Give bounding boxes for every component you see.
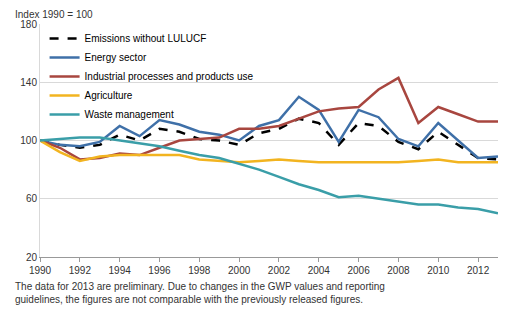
svg-text:The data for 2013 are prelimin: The data for 2013 are preliminary. Due t…	[15, 281, 385, 305]
svg-text:1996: 1996	[148, 265, 171, 276]
svg-text:180: 180	[20, 19, 37, 30]
svg-text:1992: 1992	[69, 265, 92, 276]
svg-text:1994: 1994	[109, 265, 132, 276]
svg-text:140: 140	[20, 77, 37, 88]
svg-text:2004: 2004	[308, 265, 331, 276]
svg-text:20: 20	[26, 252, 38, 263]
svg-text:2010: 2010	[427, 265, 450, 276]
svg-text:Industrial processes and produ: Industrial processes and products use	[85, 71, 254, 82]
svg-text:Index 1990 = 100: Index 1990 = 100	[15, 9, 93, 20]
svg-text:100: 100	[20, 135, 37, 146]
svg-text:60: 60	[26, 193, 38, 204]
svg-text:Emissions without LULUCF: Emissions without LULUCF	[85, 33, 207, 44]
svg-text:2002: 2002	[268, 265, 291, 276]
svg-text:Waste management: Waste management	[85, 109, 174, 120]
svg-text:2008: 2008	[387, 265, 410, 276]
svg-text:2000: 2000	[228, 265, 251, 276]
svg-text:2012: 2012	[467, 265, 490, 276]
svg-text:Agriculture: Agriculture	[85, 90, 133, 101]
svg-text:Energy sector: Energy sector	[85, 52, 147, 63]
svg-text:2006: 2006	[347, 265, 370, 276]
svg-text:1998: 1998	[188, 265, 211, 276]
svg-text:1990: 1990	[29, 265, 52, 276]
